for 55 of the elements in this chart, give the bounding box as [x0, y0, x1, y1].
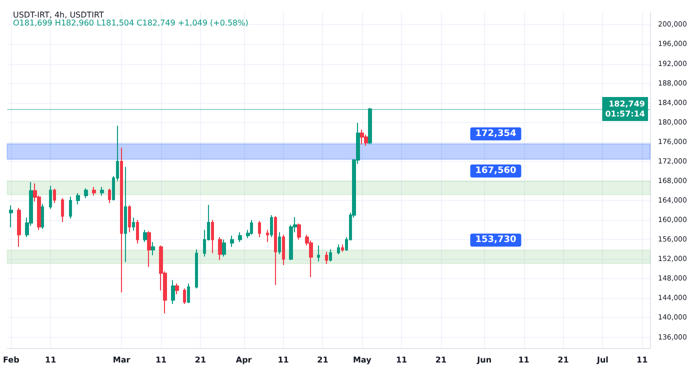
x-tick-label: 21 — [317, 356, 329, 364]
x-tick-label: May — [352, 356, 372, 364]
ref-line-label: 182,749 — [608, 99, 646, 108]
candlestick — [329, 248, 332, 262]
candlestick — [218, 236, 222, 261]
candlestick — [76, 192, 80, 205]
x-tick-label: 11 — [518, 356, 530, 364]
x-tick-label: Jul — [596, 356, 609, 364]
chart-title: USDT-IRT, 4h, USDTIRT — [13, 10, 104, 20]
candlestick — [341, 244, 344, 252]
candlestick — [238, 232, 242, 243]
candlestick — [368, 107, 372, 145]
candlestick — [211, 220, 214, 254]
candlestick — [282, 234, 285, 266]
x-tick-label: 21 — [558, 356, 570, 364]
candlestick — [317, 244, 320, 262]
candlestick — [17, 207, 21, 248]
candlestick — [337, 244, 340, 255]
text: O181,699 H182,960 L181,504 C182,749 +1,049 (+0.58%) — [13, 18, 248, 28]
x-tick-label: 11 — [636, 356, 648, 364]
x-tick-label: 21 — [435, 356, 447, 364]
candlestick — [100, 186, 104, 196]
x-tick-label: Mar — [112, 356, 130, 364]
x-tick-label: 21 — [194, 356, 206, 364]
candlestick — [230, 235, 234, 248]
candlestick — [258, 220, 261, 238]
candlestick — [270, 214, 273, 238]
candlestick — [250, 220, 253, 236]
candlestick — [278, 232, 281, 255]
candlestick — [274, 216, 277, 286]
band-label: 153,730 — [475, 235, 516, 246]
band-label: 167,560 — [475, 166, 516, 176]
candlestick — [9, 204, 13, 228]
candlestick — [108, 188, 111, 204]
x-tick-label: Jun — [476, 356, 492, 364]
annotation: 01:57:14 — [605, 109, 646, 118]
candlestick — [69, 196, 72, 220]
candlestick — [360, 129, 364, 145]
x-tick-label: 11 — [155, 356, 167, 364]
band-label: 172,354 — [475, 128, 516, 139]
candlestick — [53, 188, 56, 204]
candlestick — [41, 203, 44, 230]
x-tick-label: Apr — [236, 356, 252, 364]
candlestick — [325, 251, 328, 264]
x-tick-label: 11 — [396, 356, 408, 364]
candlestick — [92, 186, 96, 196]
x-tick-label: Feb — [3, 356, 20, 364]
candlestick — [266, 229, 269, 243]
x-tick-label: 11 — [278, 356, 290, 364]
x-tick-label: 11 — [45, 356, 57, 364]
candlestick — [297, 222, 301, 240]
candlestick — [84, 188, 88, 199]
candlestick — [61, 198, 64, 222]
candlestick — [222, 239, 226, 258]
candlestick — [49, 185, 52, 210]
